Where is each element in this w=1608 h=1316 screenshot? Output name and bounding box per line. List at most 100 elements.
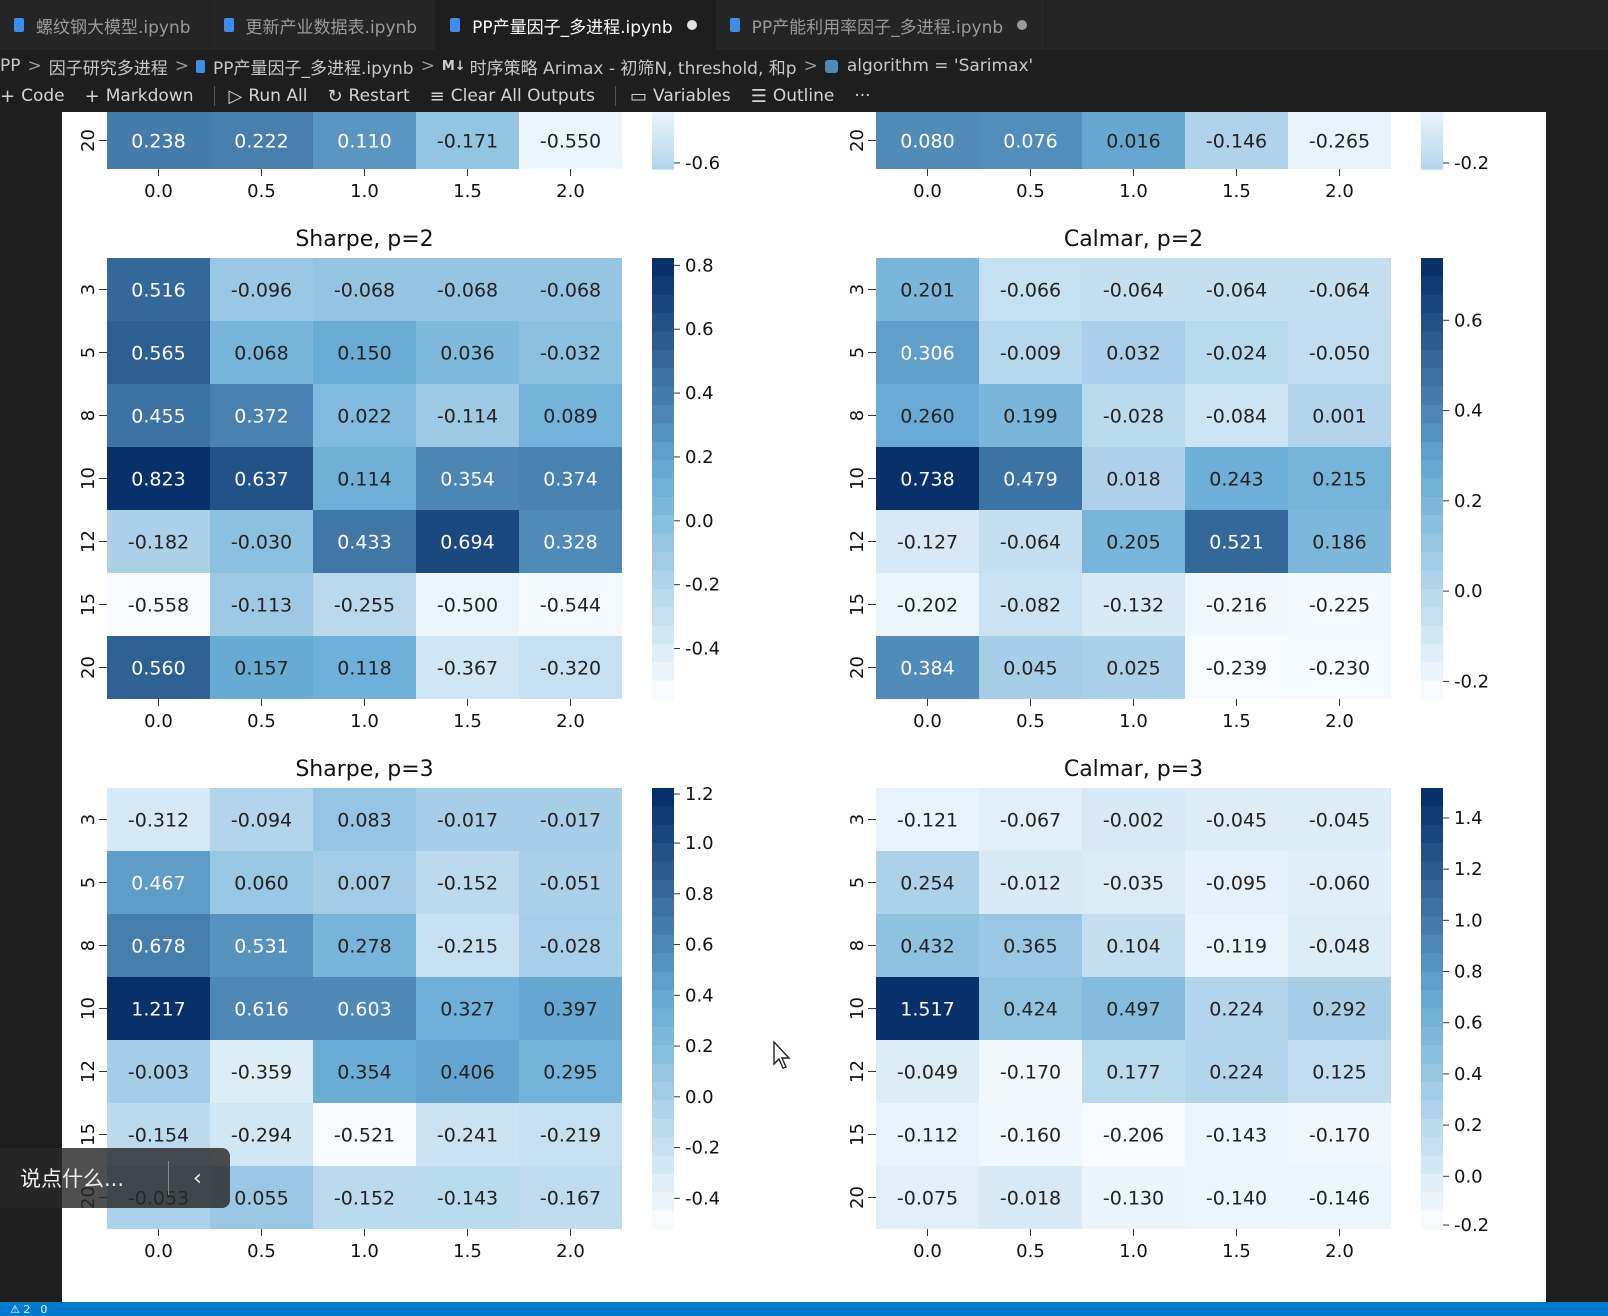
colorbar-segment — [652, 441, 674, 461]
heatmap-cell — [107, 112, 210, 169]
colorbar-segment — [1421, 138, 1443, 142]
colorbar-segment — [652, 133, 674, 137]
chat-divider — [168, 1161, 169, 1195]
chevron-left-icon[interactable]: ‹ — [193, 1165, 202, 1191]
colorbar-tick-label: -0.2 — [1454, 153, 1489, 174]
heatmap-cell — [313, 1040, 416, 1103]
tab-3[interactable]: PP产能利用率因子_多进程.ipynb — [716, 0, 1047, 50]
heatmap-cell — [1185, 788, 1288, 851]
run-all-button[interactable]: ▷ Run All — [229, 86, 308, 107]
colorbar-segment — [652, 152, 674, 156]
colorbar-segment — [1421, 128, 1443, 132]
y-tick-label: 3 — [847, 814, 868, 825]
unsaved-dot-icon[interactable] — [1017, 20, 1028, 30]
cell-output-heatmaps: 0.238 0.222 0.110 -0.171 -0.550 20 0.0 0.5 1.0 1.… — [62, 112, 1546, 1302]
heatmap-cell-label: 0.295 — [543, 1062, 597, 1084]
breadcrumb: PP > 因子研究多进程 > PP产量因子_多进程.ipynb > M↓ 时序策… — [0, 50, 1608, 82]
heatmap-cell — [519, 636, 622, 699]
x-tick-label: 0.5 — [247, 711, 276, 732]
heatmap-cell-label: 1.217 — [131, 999, 185, 1021]
unsaved-dot-icon[interactable] — [686, 20, 697, 30]
heatmap-cell-label: -0.130 — [1103, 1188, 1164, 1210]
chevron-right-icon: > — [27, 56, 42, 76]
heatmap-cell-label: 0.199 — [1003, 406, 1057, 428]
heatmap-cell — [313, 1166, 416, 1229]
warnings-count[interactable]: ⚠ 2 — [10, 1302, 31, 1316]
y-tick-label: 5 — [847, 347, 868, 358]
heatmap-cell-label: 0.104 — [1106, 936, 1160, 958]
heatmap-cell-label: -0.045 — [1309, 810, 1370, 832]
outline-button[interactable]: ☰ Outline — [751, 86, 835, 107]
colorbar-segment — [652, 1118, 674, 1138]
breadcrumb-root[interactable]: PP — [0, 56, 21, 76]
heatmap-cell-label: 0.076 — [1003, 131, 1057, 153]
colorbar-segment — [1421, 680, 1443, 700]
add-markdown-button[interactable]: + Markdown — [85, 86, 194, 107]
notebook-icon — [729, 18, 740, 32]
heatmap-cell-label: -0.017 — [437, 810, 498, 832]
heatmap-cell-label: 0.055 — [234, 1188, 288, 1210]
more-actions-button[interactable]: ··· — [854, 86, 871, 106]
variables-button[interactable]: ▭ Variables — [630, 86, 731, 107]
heatmap-cell — [519, 573, 622, 636]
heatmap-cell — [876, 112, 979, 169]
colorbar-tick-label: 0.8 — [685, 884, 714, 905]
y-tick-label: 15 — [78, 1123, 99, 1146]
heatmap-cell-label: 0.384 — [900, 658, 954, 680]
colorbar-segment — [1421, 114, 1443, 118]
colorbar-segment — [652, 331, 674, 351]
y-tick-label: 3 — [78, 284, 99, 295]
ports-count[interactable]: 0 — [40, 1302, 48, 1316]
colorbar-segment — [1421, 588, 1443, 608]
heatmap-cell-label: -0.068 — [334, 280, 395, 302]
tab-2-active[interactable]: PP产量因子_多进程.ipynb — [436, 0, 716, 50]
heatmap-cell — [1288, 636, 1391, 699]
heatmap-cell — [979, 636, 1082, 699]
x-tick-label: 0.5 — [1016, 181, 1045, 202]
play-icon: ▷ — [228, 85, 243, 107]
colorbar-tick-label: 1.4 — [1454, 808, 1483, 829]
colorbar-segment — [1421, 460, 1443, 480]
colorbar-segment — [1421, 533, 1443, 553]
breadcrumb-folder[interactable]: 因子研究多进程 — [48, 58, 168, 79]
heatmap-cell-label: -0.202 — [897, 595, 958, 617]
heatmap-cell — [210, 258, 313, 321]
heatmap-cell-label: -0.095 — [1206, 873, 1267, 895]
x-tick-label: 1.5 — [453, 181, 482, 202]
colorbar-segment — [1421, 157, 1443, 161]
heatmap-cell — [519, 384, 622, 447]
x-tick-label: 0.0 — [144, 1241, 173, 1262]
heatmap-cell-label: 0.222 — [234, 131, 288, 153]
heatmap-cell-label: 0.025 — [1106, 658, 1160, 680]
heatmap-cell — [1185, 447, 1288, 510]
colorbar-segment — [652, 861, 674, 881]
tab-1[interactable]: 更新产业数据表.ipynb — [210, 0, 437, 50]
heatmap-cell-label: -0.367 — [437, 658, 498, 680]
outline-label: Outline — [772, 86, 835, 106]
breadcrumb-symbol[interactable]: algorithm = 'Sarimax' — [846, 56, 1034, 76]
chat-input-overlay[interactable]: 说点什么... ‹ — [0, 1148, 230, 1208]
colorbar-segment — [652, 131, 674, 134]
colorbar-segment — [1421, 123, 1443, 127]
y-tick-label: 10 — [847, 467, 868, 490]
notebook-icon — [196, 59, 206, 73]
colorbar-segment — [1421, 1173, 1443, 1193]
heatmap-cell-label: -0.127 — [897, 532, 958, 554]
add-code-button[interactable]: + Code — [0, 86, 65, 107]
chat-placeholder[interactable]: 说点什么... — [20, 1167, 125, 1191]
colorbar-segment — [652, 161, 674, 165]
y-tick-label: 5 — [78, 347, 99, 358]
heatmap-cell-label: -0.051 — [540, 873, 601, 895]
breadcrumb-file[interactable]: PP产量因子_多进程.ipynb — [213, 58, 414, 79]
heatmap-cell — [107, 914, 210, 977]
colorbar-tick-label: -0.2 — [1454, 1215, 1489, 1236]
heatmap-cell-label: -0.003 — [128, 1062, 189, 1084]
colorbar-segment — [1421, 916, 1443, 936]
restart-button[interactable]: ↻ Restart — [327, 86, 409, 107]
colorbar-segment — [1421, 140, 1443, 144]
colorbar-tick-label: 0.2 — [1454, 491, 1483, 512]
breadcrumb-section[interactable]: 时序策略 Arimax - 初筛N, threshold, 和p — [469, 58, 797, 79]
tab-0[interactable]: 螺纹钢大模型.ipynb — [0, 0, 210, 50]
heatmap-cell-label: -0.241 — [437, 1125, 498, 1147]
clear-outputs-button[interactable]: ≡ Clear All Outputs — [430, 86, 595, 107]
